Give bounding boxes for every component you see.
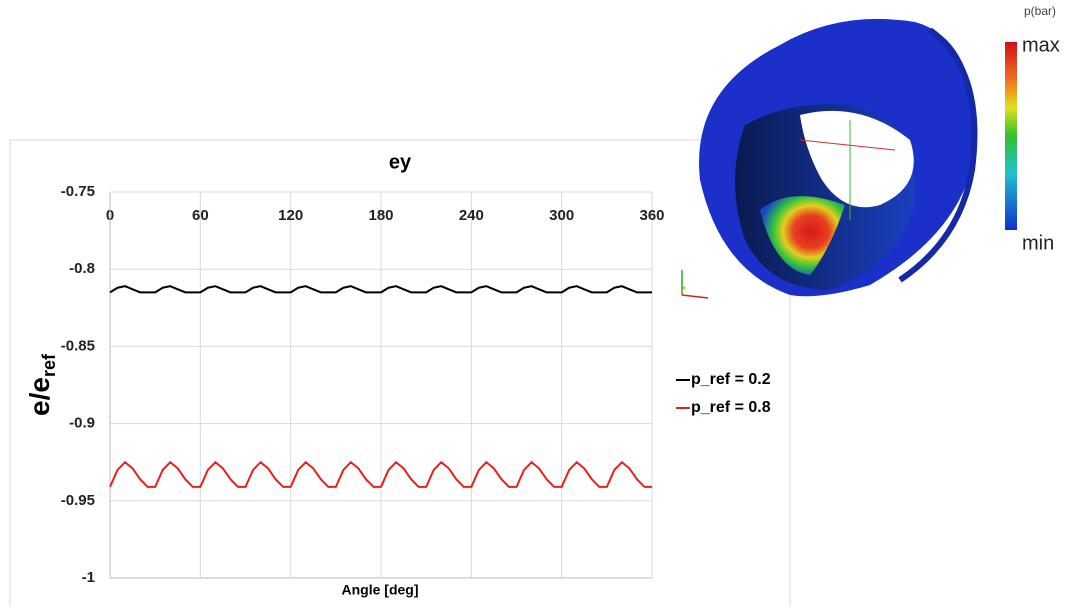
x-tick-label: 180 xyxy=(368,207,393,224)
colorbar xyxy=(1005,42,1017,230)
chart-panel xyxy=(10,140,790,606)
colorbar-min: min xyxy=(1022,232,1054,254)
bearing-render xyxy=(699,19,975,296)
y-tick-label: -0.8 xyxy=(69,260,95,277)
figure: -0.75-0.8-0.85-0.9-0.95-1060120180240300… xyxy=(0,0,1072,606)
y-axis-label-main: e/e xyxy=(24,377,55,416)
chart-title: ey xyxy=(389,151,412,173)
x-tick-label: 360 xyxy=(639,207,664,224)
page: {"chart_data": {"type": "line", "title":… xyxy=(0,0,1072,606)
x-tick-label: 60 xyxy=(192,207,209,224)
colorbar-title: p(bar) xyxy=(1024,4,1056,18)
y-tick-label: -0.9 xyxy=(69,415,95,432)
colorbar-max: max xyxy=(1022,34,1060,56)
y-axis-label-sub: ref xyxy=(39,353,59,377)
x-tick-label: 240 xyxy=(459,207,484,224)
x-axis-label: Angle [deg] xyxy=(342,582,419,598)
y-tick-label: -1 xyxy=(82,569,95,586)
legend-label: p_ref = 0.2 xyxy=(691,371,771,388)
y-tick-label: -0.75 xyxy=(61,183,95,200)
y-tick-label: -0.95 xyxy=(61,492,95,509)
legend-label: p_ref = 0.8 xyxy=(691,399,771,416)
x-tick-label: 120 xyxy=(278,207,303,224)
y-tick-label: -0.85 xyxy=(61,337,95,354)
x-tick-label: 300 xyxy=(549,207,574,224)
